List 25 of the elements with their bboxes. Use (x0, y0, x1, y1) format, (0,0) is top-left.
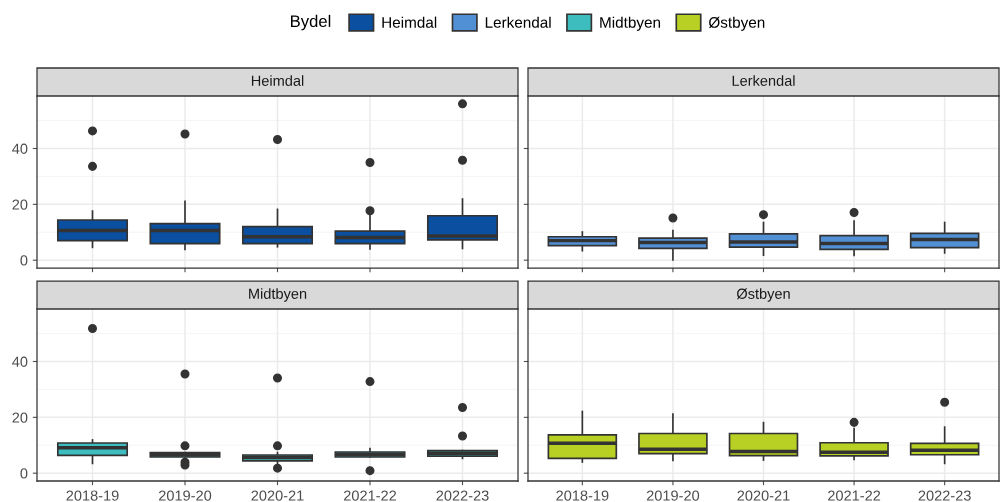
y-tick-label: 0 (20, 255, 28, 266)
chart-title: Lerkendal (732, 75, 795, 86)
legend-label: Østbyen (708, 16, 765, 31)
x-tick-label: 2020-21 (251, 490, 304, 501)
x-tick-label: 2018-19 (66, 490, 119, 501)
legend-label: Lerkendal (485, 16, 551, 28)
y-tick-label: 40 (12, 356, 28, 367)
legend-label: Midtbyen (600, 16, 661, 31)
y-tick-label: 0 (20, 468, 28, 479)
chart-title: Heimdal (251, 75, 304, 86)
chart-title: Midtbyen (249, 288, 307, 302)
x-tick-label: 2022-23 (918, 490, 971, 501)
x-tick-label: 2018-19 (556, 490, 609, 501)
legend-label: Heimdal (382, 16, 437, 28)
x-tick-label: 2022-23 (436, 490, 489, 501)
x-tick-label: 2020-21 (737, 490, 790, 501)
y-tick-label: 20 (12, 412, 28, 423)
chart-title: Østbyen (736, 288, 790, 302)
legend-title: Bydel (291, 14, 331, 31)
x-tick-label: 2019-20 (646, 490, 700, 501)
y-tick-label: 40 (12, 143, 28, 154)
x-tick-label: 2021-22 (343, 490, 397, 501)
y-tick-label: 20 (12, 199, 28, 210)
x-tick-label: 2021-22 (828, 490, 881, 501)
x-tick-label: 2019-20 (158, 490, 212, 501)
